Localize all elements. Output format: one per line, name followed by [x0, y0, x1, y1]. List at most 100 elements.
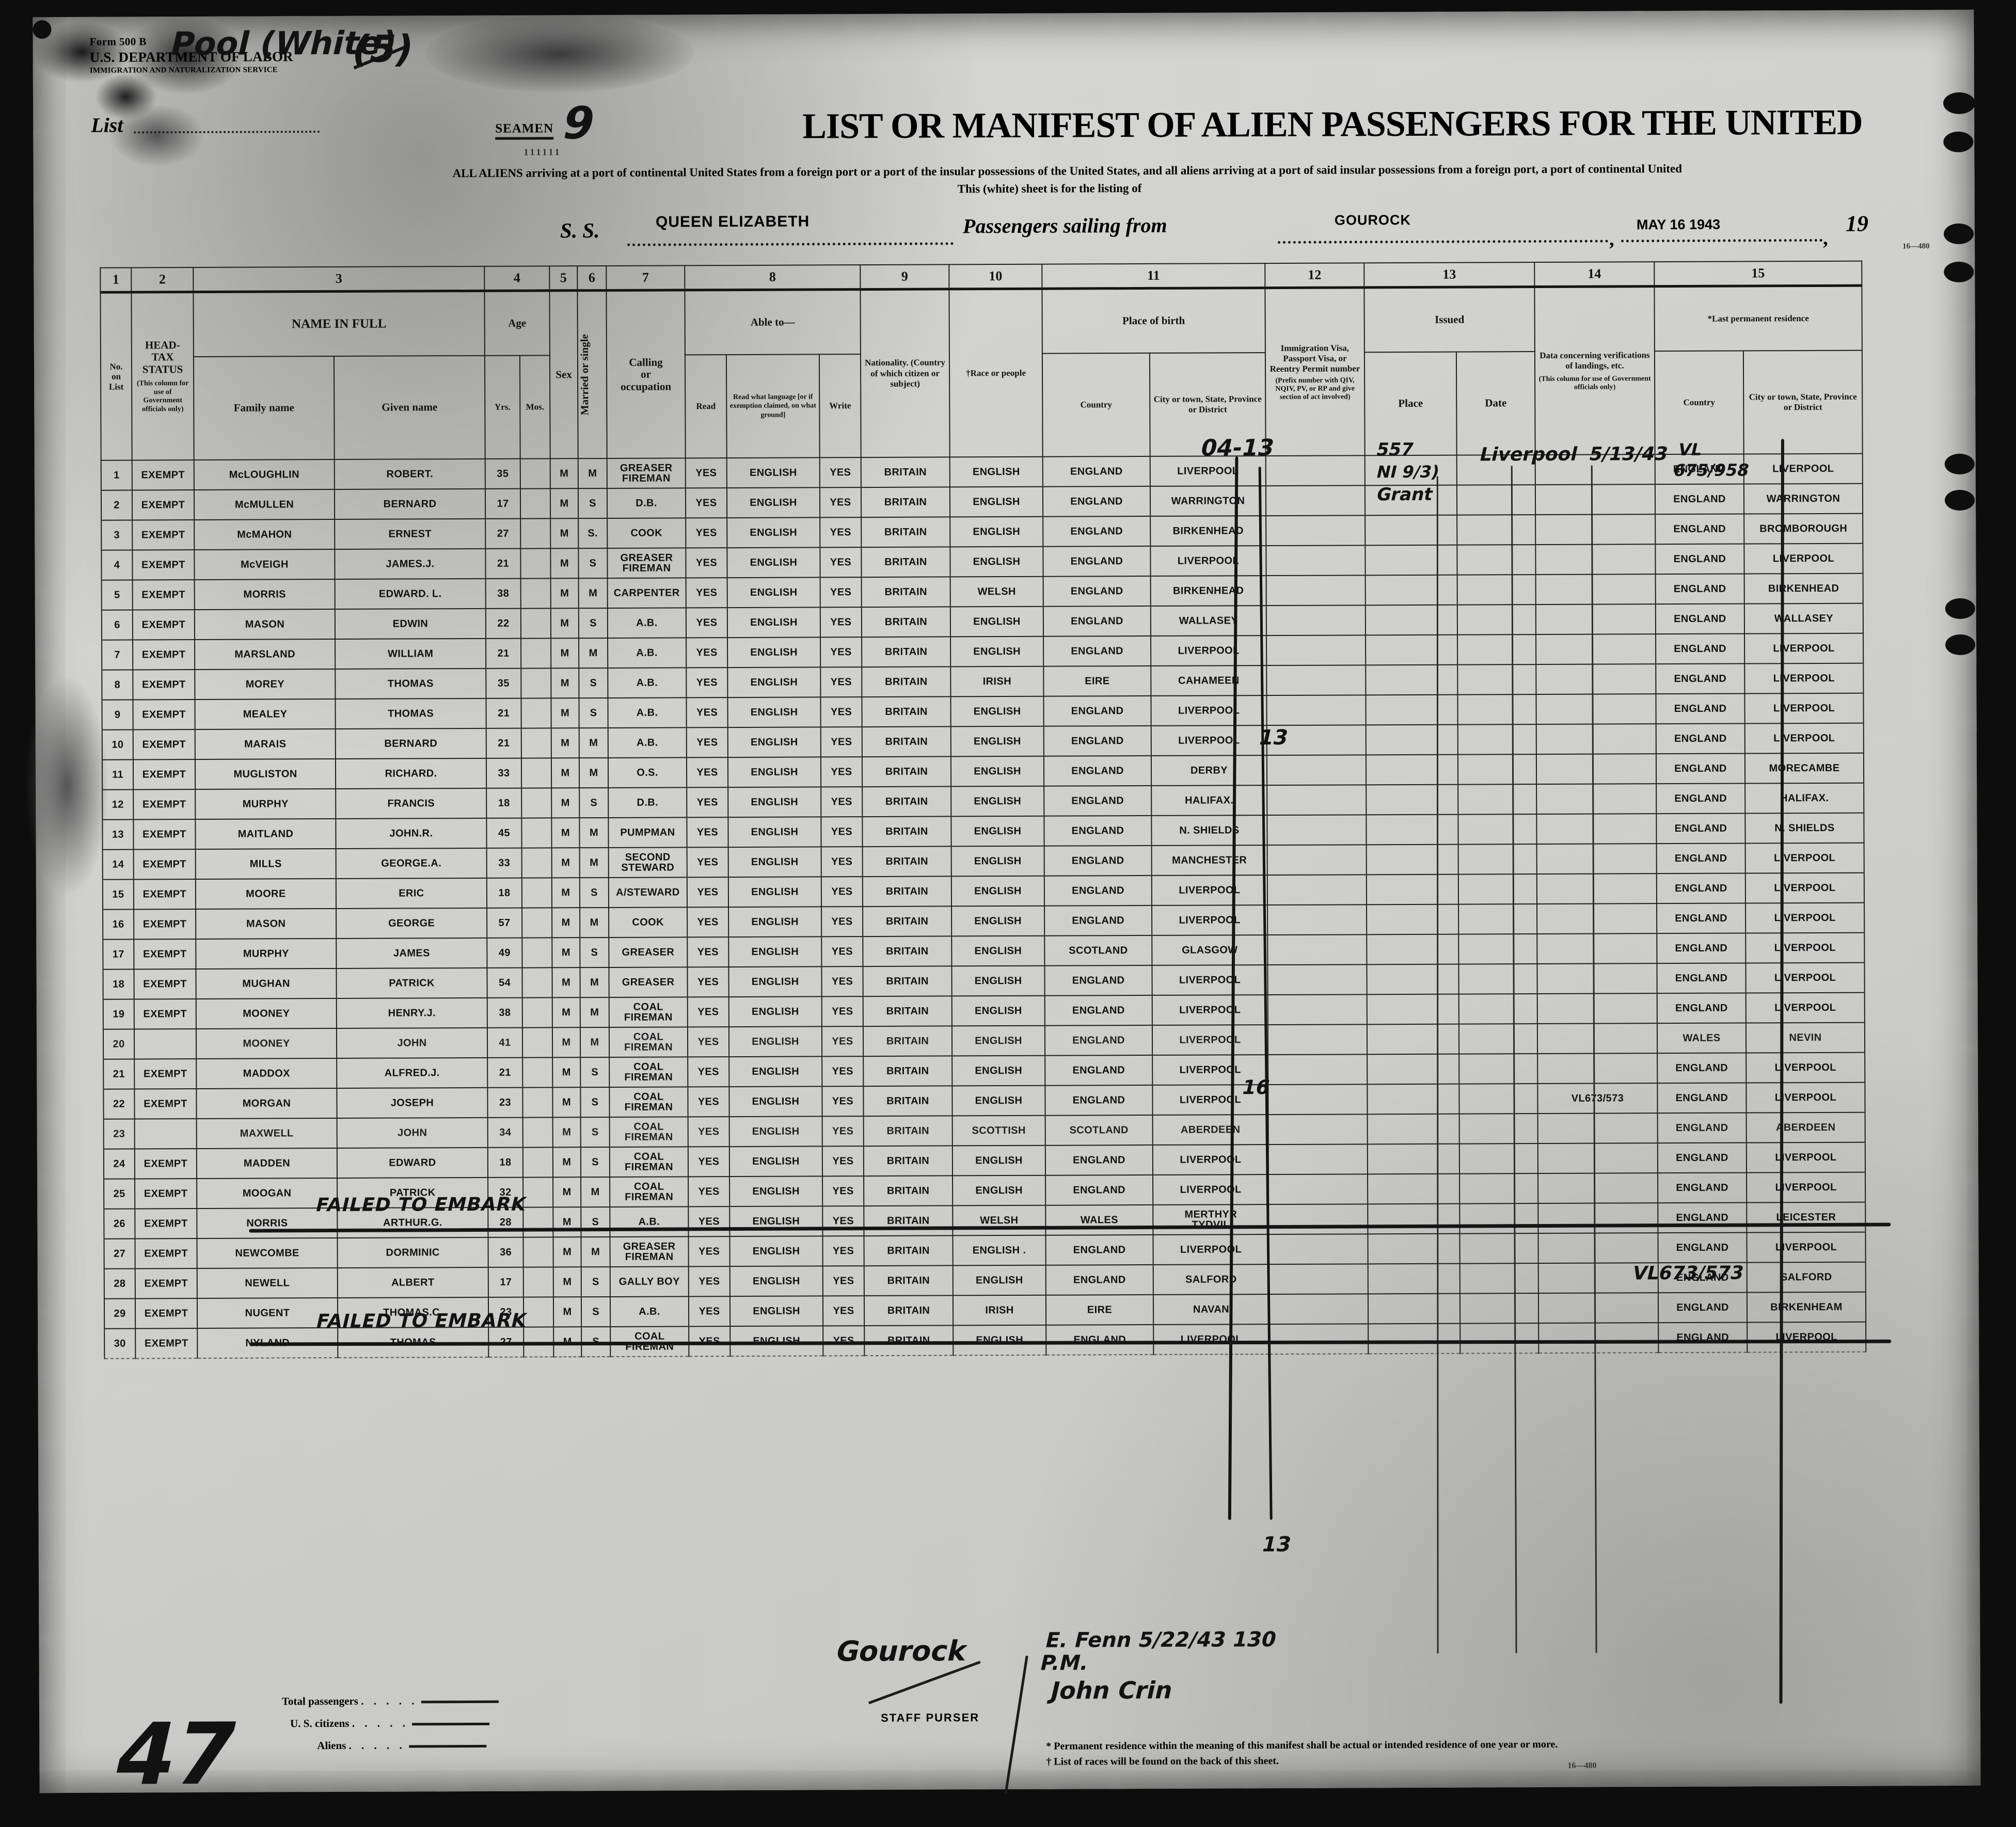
occupation: D.B. — [608, 787, 687, 818]
issue-place — [1365, 515, 1457, 546]
given-name: JAMES — [336, 938, 487, 968]
residence-city: LIVERPOOL — [1746, 1142, 1866, 1173]
can-read: YES — [686, 518, 727, 548]
handwritten-page-number: 47 — [105, 1704, 247, 1804]
row-number: 22 — [103, 1089, 135, 1119]
nationality: BRITAIN — [861, 577, 950, 608]
header-given-name: Given name — [334, 355, 485, 459]
residence-city: ABERDEEN — [1746, 1112, 1865, 1143]
issue-date — [1457, 694, 1536, 725]
residence-city: LIVERPOOL — [1747, 1322, 1866, 1353]
visa-number — [1267, 845, 1367, 876]
residence-city: BIRKENHEAD — [1744, 573, 1863, 604]
row-number: 15 — [102, 879, 134, 910]
marital-status: S — [580, 1057, 610, 1088]
verification-data — [1536, 784, 1657, 815]
birth-country: ENGLAND — [1044, 965, 1152, 996]
issue-place — [1367, 904, 1459, 935]
marital-status: M — [580, 907, 609, 938]
family-name: MURPHY — [196, 938, 337, 970]
edge-shadow-blob — [1943, 131, 1974, 153]
birth-city: BIRKENHEAD — [1150, 576, 1266, 606]
visa-number — [1266, 665, 1366, 696]
total-passengers-blank[interactable] — [421, 1700, 499, 1704]
nationality: BRITAIN — [862, 876, 952, 907]
totals-block: Total passengers . . . . . U. S. citizen… — [282, 1690, 499, 1757]
age-years: 28 — [488, 1207, 523, 1237]
residence-country: ENGLAND — [1655, 544, 1744, 575]
family-name: MOOGAN — [197, 1178, 338, 1209]
residence-country: WALES — [1657, 1023, 1747, 1054]
age-years: 35 — [485, 458, 520, 489]
row-number: 17 — [103, 939, 134, 970]
residence-city: LIVERPOOL — [1747, 1172, 1866, 1203]
bureau-name: IMMIGRATION AND NATURALIZATION SERVICE — [89, 65, 278, 75]
sex: M — [551, 788, 580, 818]
header-race-or-people: †Race or people — [949, 289, 1043, 457]
residence-city: LIVERPOOL — [1746, 1082, 1865, 1113]
race-or-people: ENGLISH — [950, 636, 1044, 667]
race-or-people: ENGLISH — [950, 606, 1044, 637]
race-or-people: ENGLISH — [951, 905, 1045, 936]
issue-place — [1368, 1173, 1460, 1204]
verification-data — [1538, 1263, 1658, 1294]
verification-data — [1537, 933, 1657, 964]
birth-country: ENGLAND — [1045, 1085, 1153, 1116]
visa-number — [1267, 964, 1367, 995]
row-number: 6 — [101, 610, 133, 640]
nationality: BRITAIN — [863, 1056, 953, 1087]
age-years: 49 — [487, 938, 522, 968]
comma-separator-2: , — [1823, 227, 1828, 249]
can-read: YES — [688, 1206, 730, 1237]
race-or-people: ENGLISH — [950, 726, 1044, 757]
head-tax-status: EXEMPT — [135, 1268, 197, 1299]
can-write: YES — [821, 787, 863, 817]
residence-city: LIVERPOOL — [1744, 723, 1864, 754]
can-read: YES — [686, 548, 727, 578]
occupation: COAL FIREMAN — [609, 1117, 688, 1147]
issue-date — [1457, 724, 1536, 755]
age-months — [522, 1117, 553, 1148]
age-years: 17 — [485, 488, 521, 519]
us-citizens-blank[interactable] — [411, 1722, 489, 1726]
issue-date — [1460, 1323, 1539, 1354]
row-number: 29 — [104, 1298, 136, 1329]
read-language: ENGLISH — [728, 936, 822, 967]
family-name: NYLAND — [197, 1327, 338, 1359]
sailing-date-stamp: MAY 16 1943 — [1636, 216, 1721, 233]
age-months — [523, 1237, 553, 1267]
issue-place — [1366, 874, 1459, 905]
aliens-blank[interactable] — [408, 1744, 486, 1748]
issue-date — [1458, 814, 1537, 845]
sex: M — [550, 608, 579, 639]
head-tax-status: EXEMPT — [133, 640, 195, 670]
issue-place — [1367, 1114, 1459, 1145]
age-months — [521, 788, 552, 818]
can-write: YES — [822, 1266, 864, 1296]
issue-place — [1365, 605, 1458, 636]
read-language: ENGLISH — [730, 1326, 823, 1357]
can-write: YES — [822, 1176, 864, 1206]
given-name: JAMES.J. — [335, 548, 486, 579]
header-visa: Immigration Visa, Passport Visa, or Reen… — [1265, 287, 1365, 456]
birth-city: LIVERPOOL — [1150, 456, 1266, 486]
given-name: JOHN.R. — [336, 818, 487, 849]
issue-place — [1367, 964, 1459, 995]
head-tax-status: EXEMPT — [132, 520, 195, 550]
head-tax-status: EXEMPT — [135, 1209, 197, 1239]
race-or-people: ENGLISH — [950, 756, 1044, 787]
occupation: A.B. — [610, 1296, 689, 1327]
verification-data — [1535, 604, 1656, 635]
col-num-12: 12 — [1265, 263, 1364, 288]
residence-city: N. SHIELDS — [1745, 813, 1864, 844]
residence-country: ENGLAND — [1655, 574, 1744, 605]
verification-data — [1536, 664, 1656, 695]
family-name: MASON — [194, 609, 336, 640]
header-last-permanent-residence: *Last permanent residence — [1654, 285, 1862, 352]
header-verifications: Data concerning verifications of landing… — [1534, 286, 1655, 455]
port-rule — [1278, 240, 1609, 244]
staff-purser-label: STAFF PURSER — [881, 1711, 980, 1724]
issue-date — [1458, 964, 1537, 994]
residence-city: LIVERPOOL — [1743, 453, 1863, 484]
birth-country: ENGLAND — [1045, 1145, 1153, 1175]
